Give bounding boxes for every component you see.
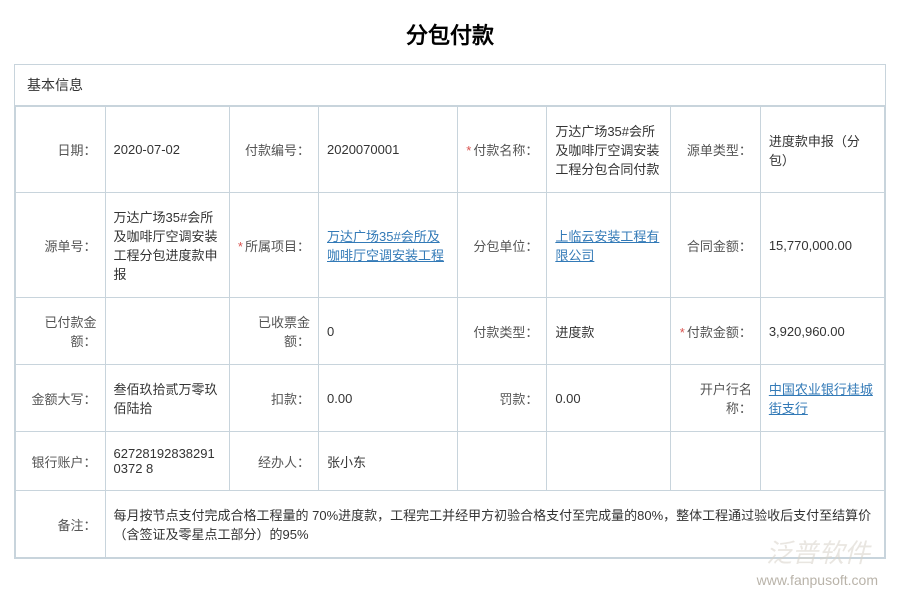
source-no-label: 源单号： <box>16 193 106 298</box>
penalty-label: 罚款： <box>457 365 547 432</box>
empty-value-1 <box>547 432 671 491</box>
payment-type-label: 付款类型： <box>457 298 547 365</box>
table-row: 日期： 2020-07-02 付款编号： 2020070001 *付款名称： 万… <box>16 107 885 193</box>
deduction-value: 0.00 <box>319 365 458 432</box>
watermark-url: www.fanpusoft.com <box>757 572 878 588</box>
payment-amount-label-text: 付款金额： <box>687 325 752 340</box>
section-header: 基本信息 <box>15 65 885 106</box>
form-container: 基本信息 日期： 2020-07-02 付款编号： 2020070001 *付款… <box>14 64 886 559</box>
table-row: 银行账户： 627281928382910372 8 经办人： 张小东 <box>16 432 885 491</box>
date-value: 2020-07-02 <box>105 107 229 193</box>
handler-value: 张小东 <box>319 432 458 491</box>
page-title: 分包付款 <box>0 0 900 64</box>
received-invoice-value: 0 <box>319 298 458 365</box>
table-row: 已付款金额： 已收票金额： 0 付款类型： 进度款 *付款金额： 3,920,9… <box>16 298 885 365</box>
payment-name-label: *付款名称： <box>457 107 547 193</box>
payment-type-value: 进度款 <box>547 298 671 365</box>
sub-unit-value[interactable]: 上临云安装工程有限公司 <box>547 193 671 298</box>
payment-amount-label: *付款金额： <box>671 298 761 365</box>
received-invoice-label: 已收票金额： <box>229 298 319 365</box>
sub-unit-link[interactable]: 上临云安装工程有限公司 <box>555 229 659 263</box>
payment-name-value: 万达广场35#会所及咖啡厅空调安装工程分包合同付款 <box>547 107 671 193</box>
project-link[interactable]: 万达广场35#会所及咖啡厅空调安装工程 <box>327 229 444 263</box>
form-table: 日期： 2020-07-02 付款编号： 2020070001 *付款名称： 万… <box>15 106 885 558</box>
bank-account-label: 银行账户： <box>16 432 106 491</box>
basic-info-section: 基本信息 日期： 2020-07-02 付款编号： 2020070001 *付款… <box>14 64 886 559</box>
sub-unit-label: 分包单位： <box>457 193 547 298</box>
penalty-value: 0.00 <box>547 365 671 432</box>
paid-amount-label: 已付款金额： <box>16 298 106 365</box>
handler-label: 经办人： <box>229 432 319 491</box>
project-value[interactable]: 万达广场35#会所及咖啡厅空调安装工程 <box>319 193 458 298</box>
contract-amount-label: 合同金额： <box>671 193 761 298</box>
amount-cn-label: 金额大写： <box>16 365 106 432</box>
payment-name-label-text: 付款名称： <box>473 143 538 158</box>
amount-cn-value: 叁佰玖拾贰万零玖佰陆拾 <box>105 365 229 432</box>
empty-value-2 <box>760 432 884 491</box>
deduction-label: 扣款： <box>229 365 319 432</box>
table-row: 源单号： 万达广场35#会所及咖啡厅空调安装工程分包进度款申报 *所属项目： 万… <box>16 193 885 298</box>
contract-amount-value: 15,770,000.00 <box>760 193 884 298</box>
table-row: 备注： 每月按节点支付完成合格工程量的 70%进度款，工程完工并经甲方初验合格支… <box>16 491 885 558</box>
source-type-value: 进度款申报（分包） <box>760 107 884 193</box>
bank-name-label: 开户行名称： <box>671 365 761 432</box>
empty-label-2 <box>671 432 761 491</box>
date-label: 日期： <box>16 107 106 193</box>
table-row: 金额大写： 叁佰玖拾贰万零玖佰陆拾 扣款： 0.00 罚款： 0.00 开户行名… <box>16 365 885 432</box>
project-label-text: 所属项目： <box>245 239 310 254</box>
bank-name-value[interactable]: 中国农业银行桂城街支行 <box>760 365 884 432</box>
empty-label-1 <box>457 432 547 491</box>
paid-amount-value <box>105 298 229 365</box>
payment-no-label: 付款编号： <box>229 107 319 193</box>
bank-account-value: 627281928382910372 8 <box>105 432 229 491</box>
source-no-value: 万达广场35#会所及咖啡厅空调安装工程分包进度款申报 <box>105 193 229 298</box>
project-label: *所属项目： <box>229 193 319 298</box>
remark-value: 每月按节点支付完成合格工程量的 70%进度款，工程完工并经甲方初验合格支付至完成… <box>105 491 885 558</box>
bank-name-link[interactable]: 中国农业银行桂城街支行 <box>769 382 873 416</box>
source-type-label: 源单类型： <box>671 107 761 193</box>
payment-amount-value: 3,920,960.00 <box>760 298 884 365</box>
payment-no-value: 2020070001 <box>319 107 458 193</box>
remark-label: 备注： <box>16 491 106 558</box>
